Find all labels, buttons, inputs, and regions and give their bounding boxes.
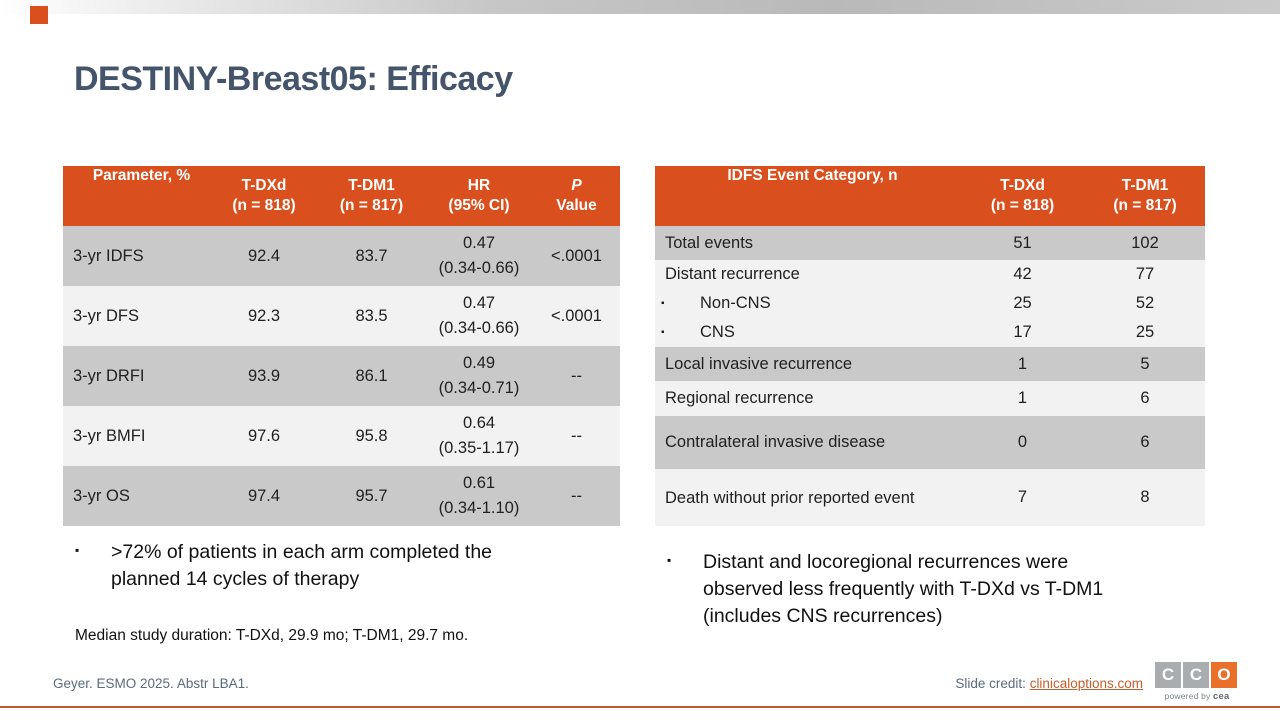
header-cell-tdm1: T-DM1 (n = 817) <box>339 177 404 214</box>
cell-category: Regional recurrence <box>665 389 814 407</box>
header-cell-tdxd: T-DXd (n = 818) <box>232 177 296 214</box>
cell-tdm1: 83.5 <box>355 306 388 325</box>
bullet-left: ▪ >72% of patients in each arm completed… <box>75 539 553 593</box>
slide-credit: Slide credit: clinicaloptions.com <box>955 676 1143 691</box>
cell-tdm1: 95.8 <box>355 426 388 445</box>
bullet-left-text: >72% of patients in each arm completed t… <box>111 541 493 590</box>
median-duration-note: Median study duration: T-DXd, 29.9 mo; T… <box>75 627 469 644</box>
cell-parameter: 3-yr IDFS <box>73 246 144 265</box>
table-row: Local invasive recurrence 1 5 <box>655 347 1205 381</box>
cell-tdm1: 5 <box>1140 354 1150 373</box>
table-row: 3-yr OS 97.4 95.7 0.61 (0.34-1.10) -- <box>63 466 620 526</box>
bullet-icon: ▪ <box>661 327 665 338</box>
cell-parameter: 3-yr DRFI <box>73 366 145 385</box>
cell-hr: 0.61 (0.34-1.10) <box>438 474 520 517</box>
idfs-event-table-header: IDFS Event Category, n T-DXd (n = 818) T-… <box>655 166 1205 226</box>
cell-hr: 0.64 (0.35-1.17) <box>438 414 520 457</box>
cell-parameter: 3-yr OS <box>73 486 130 505</box>
cco-logo-boxes: C C O <box>1155 662 1239 688</box>
cell-tdxd: 92.4 <box>247 246 281 265</box>
table-row: Regional recurrence 1 6 <box>655 381 1205 416</box>
table-row: 3-yr BMFI 97.6 95.8 0.64 (0.35-1.17) -- <box>63 406 620 466</box>
cell-pvalue: <.0001 <box>551 246 602 265</box>
table-row: 3-yr DRFI 93.9 86.1 0.49 (0.34-0.71) -- <box>63 346 620 406</box>
cell-tdxd: 7 <box>1017 488 1028 506</box>
top-gradient-bar <box>0 0 1280 14</box>
efficacy-table-header: Parameter, % T-DXd (n = 818) T-DM1 (n = 81… <box>63 166 620 226</box>
efficacy-table: Parameter, % T-DXd (n = 818) T-DM1 (n = 81… <box>63 166 620 526</box>
table-row: Distant recurrence ▪ Non-CNS ▪ CNS 42 25 1… <box>655 260 1205 347</box>
idfs-event-table: IDFS Event Category, n T-DXd (n = 818) T-… <box>655 166 1205 526</box>
header-cell-pvalue: P Value <box>556 177 597 214</box>
cell-tdxd: 42 25 17 <box>1013 265 1032 341</box>
header-cell-category: IDFS Event Category, n <box>727 167 898 184</box>
cell-pvalue: -- <box>571 486 582 505</box>
cell-category: Local invasive recurrence <box>665 354 853 373</box>
table-row: 3-yr IDFS 92.4 83.7 0.47 (0.34-0.66) <.00… <box>63 226 620 286</box>
cell-tdm1: 86.1 <box>355 366 388 385</box>
cco-logo: C C O powered by cea <box>1155 662 1239 702</box>
header-cell-tdm1: T-DM1 (n = 817) <box>1113 177 1177 214</box>
cco-logo-letter-o: O <box>1211 662 1237 688</box>
bullet-icon: ▪ <box>667 553 672 567</box>
cell-tdm1: 8 <box>1140 488 1150 506</box>
cell-tdm1: 77 52 25 <box>1135 265 1155 341</box>
cell-hr: 0.47 (0.34-0.66) <box>438 294 520 337</box>
cell-pvalue: <.0001 <box>551 306 602 325</box>
cell-pvalue: -- <box>571 366 582 385</box>
cell-tdm1: 95.7 <box>355 486 388 505</box>
header-cell-tdxd: T-DXd (n = 818) <box>990 177 1055 214</box>
table-row: Contralateral invasive disease 0 6 <box>655 416 1205 469</box>
cell-tdxd: 51 <box>1013 233 1032 252</box>
cell-tdxd: 97.6 <box>247 426 281 445</box>
slide-credit-label: Slide credit: <box>955 676 1030 691</box>
cell-tdm1: 6 <box>1140 433 1150 451</box>
bullet-right-text: Distant and locoregional recurrences wer… <box>703 551 1104 627</box>
cell-category: Contralateral invasive disease <box>665 433 886 451</box>
cell-tdm1: 83.7 <box>355 246 388 265</box>
cco-logo-letter-c2: C <box>1183 662 1209 688</box>
cell-pvalue: -- <box>571 426 582 445</box>
cell-tdm1: 102 <box>1131 233 1159 252</box>
cell-category: Total events <box>665 233 754 252</box>
cell-tdxd: 93.9 <box>247 366 281 385</box>
bullet-right: ▪ Distant and locoregional recurrences w… <box>667 549 1135 630</box>
cell-tdxd: 0 <box>1017 433 1028 451</box>
cell-hr: 0.47 (0.34-0.66) <box>438 234 520 277</box>
header-cell-parameter: Parameter, % <box>92 167 191 184</box>
cell-hr: 0.49 (0.34-0.71) <box>438 354 520 397</box>
slide-title: DESTINY-Breast05: Efficacy <box>74 60 513 98</box>
cell-tdm1: 6 <box>1140 389 1150 407</box>
powered-by-text: powered by cea <box>1164 691 1230 702</box>
cell-tdxd: 92.3 <box>247 306 281 325</box>
cco-logo-letter-c1: C <box>1155 662 1181 688</box>
cell-category: Death without prior reported event <box>665 488 915 507</box>
bullet-icon: ▪ <box>661 298 665 309</box>
cell-parameter: 3-yr DFS <box>73 306 139 325</box>
table-row: Death without prior reported event 7 8 <box>655 469 1205 526</box>
bottom-accent-line <box>0 706 1280 708</box>
brand-corner-square <box>30 6 48 24</box>
table-row: 3-yr DFS 92.3 83.5 0.47 (0.34-0.66) <.000… <box>63 286 620 346</box>
slide-credit-link[interactable]: clinicaloptions.com <box>1029 676 1143 691</box>
cell-category: Distant recurrence ▪ Non-CNS ▪ CNS <box>655 260 960 347</box>
footer-reference: Geyer. ESMO 2025. Abstr LBA1. <box>53 676 249 691</box>
cell-tdxd: 97.4 <box>247 486 281 505</box>
table-row: Total events 51 102 <box>655 226 1205 260</box>
bullet-icon: ▪ <box>75 543 80 557</box>
cell-tdxd: 1 <box>1017 354 1028 373</box>
cell-parameter: 3-yr BMFI <box>73 426 146 445</box>
header-cell-hr: HR (95% CI) <box>448 177 510 214</box>
cell-tdxd: 1 <box>1017 389 1028 407</box>
